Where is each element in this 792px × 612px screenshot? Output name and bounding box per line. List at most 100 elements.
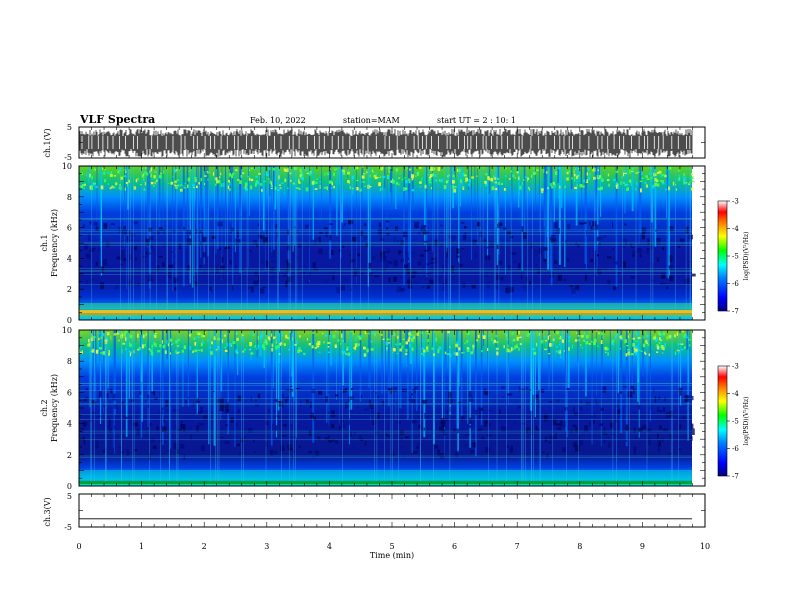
spectrogram-speck <box>414 386 419 390</box>
spectrogram-speck <box>426 273 431 275</box>
spectrogram-speck <box>308 450 313 454</box>
spectrogram-speck <box>100 352 103 354</box>
spectrogram-speck <box>168 274 171 279</box>
spectrogram-speck <box>249 441 253 444</box>
spectrogram-speck <box>356 179 359 181</box>
spectrogram-speck <box>566 171 569 175</box>
spectrogram-speck <box>130 233 133 238</box>
spectrogram-speck <box>430 174 433 178</box>
spectrogram-speck <box>391 454 396 457</box>
spectrogram-speck <box>418 231 420 236</box>
spectrogram-speck <box>612 221 614 228</box>
spectrogram-speck <box>257 393 261 399</box>
spectrogram-speck <box>128 230 131 236</box>
spectrogram-speck <box>642 424 647 430</box>
spectrogram-speck <box>440 178 443 183</box>
spectrogram-speck <box>192 184 195 186</box>
spectrogram-speck <box>468 178 471 183</box>
spectrogram-speck <box>524 176 528 178</box>
spectrogram-speck <box>290 179 292 182</box>
spectrogram-speck <box>627 351 631 356</box>
spectrogram-speck <box>432 173 435 177</box>
frequency-tick-label: 0 <box>67 482 72 491</box>
spectrogram-speck <box>588 173 592 176</box>
spectrogram-speck <box>683 335 685 338</box>
spectrogram-speck <box>278 353 281 355</box>
spectrogram-speck <box>433 330 436 333</box>
spectrogram-speck <box>342 351 346 354</box>
spectrogram-speck <box>550 237 552 241</box>
spectrogram-speck <box>145 238 151 243</box>
spectrogram-speck <box>642 336 645 339</box>
spectrogram-speck <box>274 398 279 402</box>
spectrogram-speck <box>574 339 578 342</box>
spectrogram-speck <box>409 334 413 337</box>
spectrogram-speck <box>135 257 137 261</box>
spectrogram-speck <box>120 186 122 191</box>
spectrogram-speck <box>144 171 147 174</box>
spectrogram-speck <box>124 416 129 419</box>
spectrogram-speck <box>129 352 131 357</box>
spectrogram-speck <box>479 231 482 237</box>
spectrogram-speck <box>347 169 350 172</box>
spectrogram-speck <box>399 430 404 436</box>
spectrogram-speck <box>431 443 437 446</box>
spectrogram-speck <box>514 248 517 251</box>
spectrogram-speck <box>507 348 510 353</box>
spectrogram-speck <box>511 331 514 336</box>
spectrogram-speck <box>129 418 132 420</box>
spectrogram-speck <box>314 240 317 246</box>
spectrogram-speck <box>632 343 635 347</box>
spectrogram-speck <box>400 446 403 448</box>
spectrogram-speck <box>447 330 450 334</box>
spectrogram-speck <box>115 284 119 290</box>
spectrogram-speck <box>411 393 413 396</box>
spectrogram-speck <box>107 332 110 335</box>
spectrogram-speck <box>495 347 499 350</box>
spectrogram-speck <box>263 237 268 244</box>
spectrogram-speck <box>270 449 273 456</box>
spectrogram-speck <box>578 168 580 170</box>
spectrogram-speck <box>154 181 156 185</box>
spectrogram-speck <box>554 183 556 188</box>
spectrogram-speck <box>279 344 282 346</box>
spectrogram-speck <box>297 349 300 354</box>
spectrogram-speck <box>467 347 470 350</box>
spectrogram-speck <box>408 257 409 261</box>
spectrogram-speck <box>594 338 597 343</box>
spectrogram-speck <box>519 335 523 338</box>
spectrogram-speck <box>512 174 515 178</box>
date-label: Feb. 10, 2022 <box>250 116 306 125</box>
spectrogram-speck <box>183 454 186 460</box>
time-tick-label: 9 <box>640 542 645 551</box>
spectrogram-speck <box>103 222 108 230</box>
spectrogram-speck <box>130 399 135 402</box>
spectrogram-speck <box>254 280 259 286</box>
spectrogram-speck <box>363 407 369 412</box>
spectrogram-speck <box>522 232 527 239</box>
spectrogram-speck <box>491 186 495 191</box>
spectrogram-speck <box>173 277 178 283</box>
spectrogram-speck <box>602 267 607 270</box>
spectrogram-speck <box>350 288 353 291</box>
spectrogram-speck <box>476 339 479 342</box>
spectrogram-speck <box>678 174 681 177</box>
spectrogram-speck <box>176 179 180 181</box>
spectrogram-speck <box>180 184 183 187</box>
spectrogram-speck <box>140 332 143 335</box>
spectrogram-speck <box>103 179 107 183</box>
spectrogram-speck <box>137 348 140 351</box>
spectrogram-speck <box>275 345 278 350</box>
spectrogram-speck <box>80 344 82 348</box>
spectrogram-speck <box>322 333 324 335</box>
spectrogram-speck <box>466 347 469 350</box>
spectrogram-speck <box>89 250 91 254</box>
spectrogram-speck <box>102 352 106 356</box>
spectrogram-speck <box>614 335 617 339</box>
spectrogram-speck <box>212 235 216 239</box>
spectrogram-speck <box>162 344 166 349</box>
spectrogram-speck <box>291 337 293 341</box>
spectrogram-speck <box>341 334 343 338</box>
spectrogram-speck <box>493 339 497 343</box>
spectrogram-speck <box>442 282 446 285</box>
